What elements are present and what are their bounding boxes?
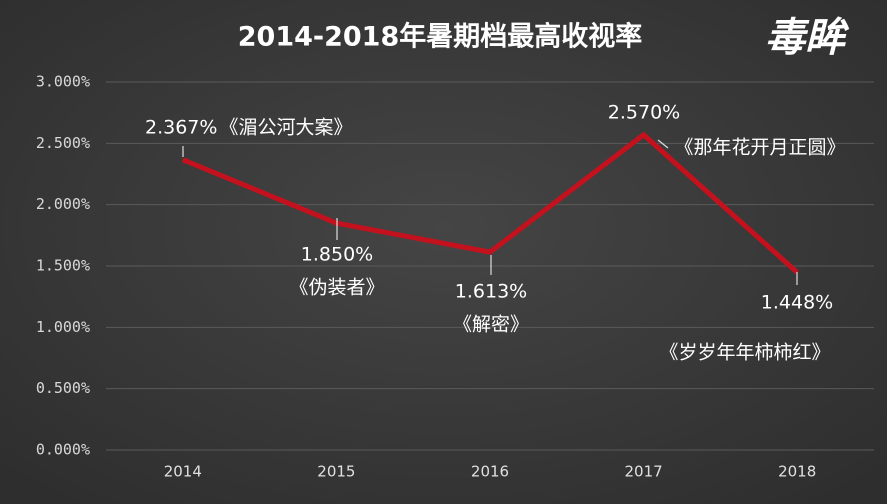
data-label: 1.850% <box>301 244 373 266</box>
data-label: 2.367% <box>145 117 217 139</box>
watermark-logo: 毒眸 <box>765 15 850 61</box>
y-tick-label: 1.000% <box>36 318 90 336</box>
chart-title: 2014-2018年暑期档最高收视率 <box>238 21 643 53</box>
show-name: 《岁岁年年柿柿红》 <box>659 342 830 364</box>
show-name: 《解密》 <box>453 314 529 336</box>
data-label: 1.613% <box>455 281 527 303</box>
x-tick-label: 2017 <box>625 463 663 481</box>
x-tick-label: 2015 <box>317 463 355 481</box>
x-tick-label: 2016 <box>471 463 509 481</box>
data-line <box>181 132 799 275</box>
y-tick-label: 0.500% <box>36 379 90 397</box>
data-label: 1.448% <box>761 292 833 314</box>
x-tick-label: 2014 <box>164 463 202 481</box>
data-label: 2.570% <box>608 102 680 124</box>
y-tick-label: 2.500% <box>36 134 90 152</box>
show-name: 《伪装者》 <box>289 277 384 299</box>
show-name: 《湄公河大案》 <box>219 117 352 139</box>
y-tick-label: 0.000% <box>36 441 90 459</box>
y-tick-label: 3.000% <box>36 73 90 91</box>
leader-line <box>657 139 669 149</box>
x-tick-label: 2018 <box>778 463 816 481</box>
show-name: 《那年花开月正圆》 <box>674 137 845 159</box>
y-tick-label: 2.000% <box>36 195 90 213</box>
y-tick-label: 1.500% <box>36 257 90 275</box>
